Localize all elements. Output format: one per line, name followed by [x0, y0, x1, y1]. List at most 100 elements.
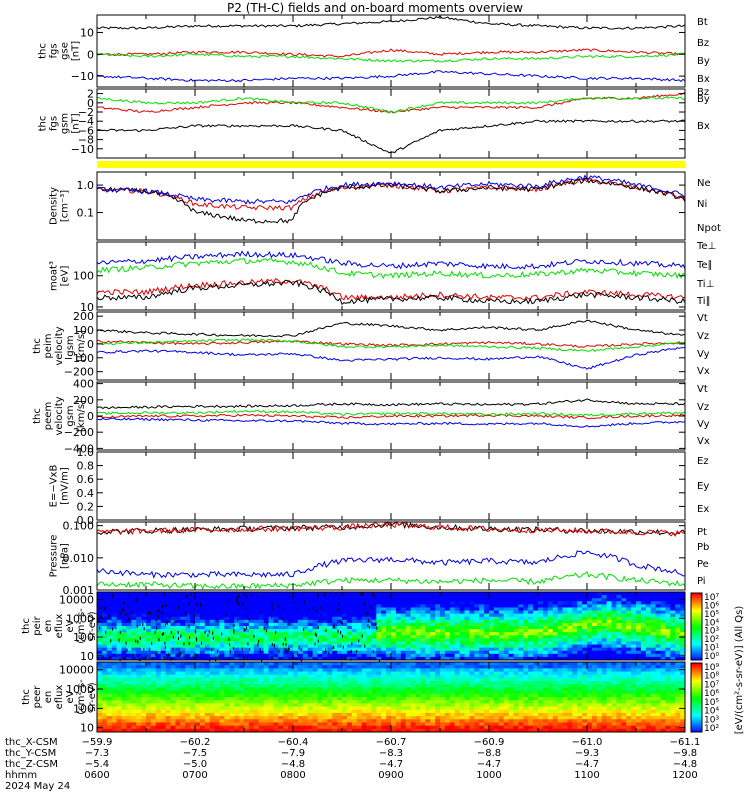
y-tick-label: 400	[73, 378, 94, 391]
x-tick-label: −9.8	[673, 748, 697, 759]
y-axis-label: gsm	[65, 335, 76, 356]
legend-temperature-Te∥: Te∥	[696, 260, 713, 271]
y-axis-label: gse	[60, 42, 71, 60]
y-tick-label: 10000	[59, 664, 94, 677]
y-axis-label: thc	[21, 618, 32, 634]
legend-pressure-Pt: Pt	[697, 527, 707, 538]
x-tick-label: −60.7	[376, 737, 407, 748]
y-axis-label: [km/s]	[76, 330, 87, 362]
x-row-label: thc_Z-CSM	[5, 759, 58, 770]
y-tick-label: 0.001	[63, 584, 95, 597]
series-temperature-Ti⊥	[96, 250, 686, 270]
series-density-Ni	[96, 177, 686, 224]
y-axis-label: thc	[38, 116, 49, 132]
colorbar-tick: 10⁰	[704, 652, 719, 662]
colorbar-tick: 10⁷	[704, 680, 719, 690]
y-tick-label: −100	[64, 352, 94, 365]
series-peim_velocity-Vx	[96, 346, 686, 370]
series-peem_velocity-Vx	[96, 417, 686, 428]
y-axis-label: thc	[21, 689, 32, 705]
colorbar-label: [eV/(cm²-s-sr-eV)] (All Qs)	[734, 606, 745, 735]
y-axis-label: [mV/m]	[60, 467, 71, 505]
y-tick-label: 0.010	[63, 552, 95, 565]
y-tick-label: −10	[71, 70, 94, 83]
colorbar-tick: 10³	[704, 627, 719, 637]
series-fgs_gse-Bz	[96, 48, 686, 58]
series-density-Ne	[96, 177, 686, 212]
legend-peim_velocity-Vt: Vt	[697, 313, 708, 324]
legend-efield-Ex: Ex	[697, 504, 709, 515]
colorbar-tick: 10⁵	[704, 698, 719, 708]
x-tick-label: 1000	[476, 770, 501, 781]
y-axis-label: peir	[32, 615, 43, 635]
y-axis-label: gsm	[60, 113, 71, 134]
y-tick-label: 10	[80, 650, 94, 663]
panel-peem_velocity: 400 200 0 −200 −400 thc peem velocity gsm [km/s] V…	[32, 378, 710, 456]
legend-fgs_gsm-Bz: Bz	[697, 87, 709, 98]
y-tick-label: 0.4	[77, 487, 95, 500]
y-axis-label: [km/s]	[76, 400, 87, 432]
x-row-label: thc_Y-CSM	[5, 748, 56, 759]
x-tick-label: −8.8	[477, 748, 501, 759]
series-peem_velocity-Vt	[96, 398, 686, 410]
y-axis-label: eV	[65, 619, 76, 632]
x-tick-label: −7.9	[281, 748, 305, 759]
x-row-label: thc_X-CSM	[5, 737, 58, 748]
y-tick-label: 0.6	[77, 473, 95, 486]
y-tick-label: 0.1	[77, 207, 95, 220]
y-tick-label: 1.0	[77, 446, 95, 459]
y-axis-label: Pressure	[49, 535, 60, 578]
y-tick-label: 1.0	[77, 179, 95, 192]
y-axis-label: [nT]	[71, 41, 82, 61]
legend-pressure-Pb: Pb	[697, 542, 709, 553]
x-row-label: hhmm	[5, 770, 37, 781]
panel-peir_spectrogram: 10000 1000 100 10 thc peir en eflux eV (cm²-s-sr-…	[21, 591, 686, 663]
y-axis-label: thc	[38, 43, 49, 59]
series-temperature-Te∥	[96, 279, 686, 306]
y-tick-label: 10	[80, 301, 94, 314]
y-axis-label: (cm²-s-	[76, 608, 87, 644]
x-tick-label: −5.4	[85, 759, 109, 770]
y-tick-label: −200	[64, 366, 94, 379]
panel-peer_spectrogram: 10000 1000 100 10 thc peer en eflux eV (cm²-s-sr-…	[21, 661, 686, 735]
legend-fgs_gsm-Bx: Bx	[697, 121, 710, 132]
x-tick-label: −61.0	[572, 737, 603, 748]
y-tick-label: 10	[80, 26, 94, 39]
x-tick-label: −4.8	[673, 759, 697, 770]
x-tick-label: −8.3	[379, 748, 403, 759]
legend-fgs_gse-Bt: Bt	[697, 17, 708, 28]
colorbar-tick: 10²	[704, 724, 719, 734]
panel-efield: 1.00.80.60.40.20.0 E=−VxB [mV/m] Ez Ey Ex	[49, 446, 710, 527]
colorbar-tick: 10⁶	[704, 689, 719, 699]
y-tick-label: 100	[73, 324, 94, 337]
x-tick-label: −60.9	[474, 737, 505, 748]
panel-temperature: 100 10 moat³ [eV] Te⊥ Te∥ Ti⊥ Ti∥	[49, 241, 717, 314]
y-axis-label: [eV]	[60, 266, 71, 287]
colorbar-tick: 10⁸	[704, 672, 719, 682]
y-tick-label: 0.100	[63, 520, 95, 533]
series-pressure-Pi	[96, 550, 686, 579]
y-axis-label: E=−VxB	[49, 465, 60, 508]
legend-density-Ne: Ne	[697, 178, 711, 189]
colorbar-tick: 10⁶	[704, 601, 719, 611]
series-peem_velocity-Vy	[96, 409, 686, 417]
series-temperature-Te⊥	[96, 278, 686, 301]
x-tick-label: −4.8	[281, 759, 305, 770]
x-tick-label: −60.4	[278, 737, 309, 748]
y-tick-label: 0	[87, 48, 94, 61]
y-axis-label: eflux	[54, 685, 65, 710]
y-axis-label: sr-eV)	[87, 611, 98, 640]
y-axis-label: peem	[43, 402, 54, 430]
colorbar-tick: 10⁴	[704, 618, 719, 628]
legend-fgs_gse-By: By	[697, 56, 710, 67]
y-axis-label: velocity	[54, 396, 65, 435]
y-axis-label: [nPa]	[60, 543, 71, 569]
legend-fgs_gse-Bz: Bz	[697, 38, 709, 49]
y-axis-label: Density	[49, 187, 60, 225]
legend-peem_velocity-Vt: Vt	[697, 384, 708, 395]
colorbar-tick: 10¹	[704, 644, 719, 654]
y-tick-label: −8	[78, 134, 94, 147]
